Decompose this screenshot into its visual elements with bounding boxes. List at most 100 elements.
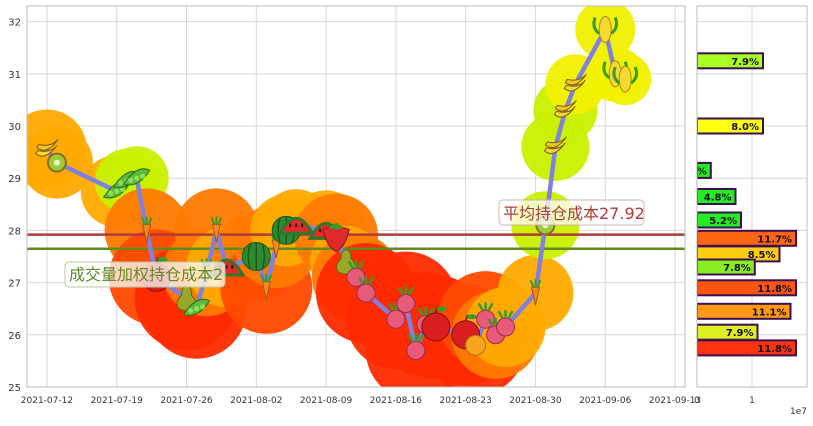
radish-icon	[356, 283, 376, 303]
kiwi-marker	[46, 152, 67, 173]
volume-profile-bar	[697, 258, 756, 276]
volume-profile-bar	[697, 339, 797, 357]
pea-pod-marker	[182, 298, 211, 316]
radish-leaves-icon	[477, 302, 494, 311]
y-tick-label: 28	[8, 226, 21, 237]
radish-icon	[386, 309, 406, 329]
side-x-tick-label: 1	[749, 396, 755, 406]
banana-icon	[554, 100, 577, 112]
volume-profile-label: 11.8%	[757, 284, 792, 295]
corn-marker	[612, 65, 639, 93]
corn-icon	[618, 65, 632, 93]
pea-icon	[108, 190, 114, 196]
y-tick-label: 32	[8, 18, 21, 29]
y-tick-label: 27	[8, 279, 21, 290]
apple-icon	[421, 312, 451, 342]
carrot-marker	[210, 216, 223, 243]
x-tick-label: 2021-08-02	[230, 396, 282, 406]
x-tick-label: 2021-08-16	[370, 396, 423, 406]
banana-icon	[35, 145, 58, 157]
side-x-tick-label: 0	[694, 396, 700, 406]
pea-icon	[194, 306, 199, 312]
apple-leaf-icon	[466, 314, 477, 320]
carrot-leaves-icon	[210, 216, 223, 225]
x-tick-label: 2021-07-19	[91, 396, 144, 406]
pea-icon	[128, 177, 134, 183]
y-tick-label: 29	[8, 174, 21, 185]
radish-marker	[356, 276, 376, 303]
volume-profile-label: 3.5%	[679, 166, 707, 177]
pear-icon	[336, 249, 356, 275]
radish-marker	[406, 333, 426, 360]
volume-profile-label: 5.2%	[709, 216, 737, 227]
carrot-marker	[140, 216, 153, 243]
banana-icon	[543, 142, 566, 155]
y-tick-label: 26	[8, 331, 21, 342]
corn-marker	[592, 16, 619, 43]
volume-profile-bars: 7.9% 8.0% 3.5% 4.8% 5.2% 11.7% 8.5% 7.8% 11.8% 11…	[679, 52, 797, 357]
pea-icon	[134, 175, 140, 181]
apple-leaf-icon	[157, 256, 168, 262]
y-tick-label: 30	[8, 122, 21, 133]
pea-icon	[200, 304, 205, 310]
avg-cost-label: 平均持仓成本27.92	[503, 204, 645, 223]
radish-icon	[396, 294, 416, 313]
x-tick-labels: 2021-07-12 2021-07-19 2021-07-26 2021-08-02…	[21, 396, 701, 406]
volume-profile-label: 11.8%	[757, 344, 792, 355]
banana-marker	[543, 136, 567, 155]
volume-profile-label: 7.9%	[726, 328, 754, 339]
watermelon-stripes-icon	[247, 242, 266, 271]
volume-profile-label: 7.8%	[723, 263, 751, 274]
strawberry-marker	[322, 222, 350, 253]
volume-profile-bar	[697, 302, 792, 320]
pea-pod-marker	[122, 168, 151, 186]
x-tick-label: 2021-07-12	[21, 396, 73, 406]
y-tick-label: 31	[8, 70, 21, 81]
volume-profile-label: 11.1%	[752, 307, 787, 318]
x-tick-label: 2021-08-09	[300, 396, 353, 406]
banana-marker	[553, 100, 577, 118]
volume-profile-bar	[697, 52, 764, 70]
banana-marker	[563, 73, 587, 92]
kiwi-icon	[53, 159, 60, 166]
apple-marker	[421, 306, 451, 342]
apple-leaf-icon	[436, 306, 447, 312]
strawberry-leaves-icon	[328, 222, 345, 230]
volume-profile-label: 7.9%	[731, 57, 759, 68]
volume-profile-bar	[697, 279, 797, 297]
watermelon-marker	[241, 242, 271, 271]
carrot-marker	[529, 279, 542, 306]
pear-marker	[336, 249, 356, 275]
radish-leaves-icon	[357, 276, 375, 285]
carrot-leaves-icon	[260, 273, 273, 283]
radish-leaves-icon	[407, 333, 424, 343]
radish-icon	[496, 317, 515, 337]
watermelon-seed-icon	[225, 265, 228, 269]
banana-icon	[564, 73, 587, 86]
banana-marker	[35, 139, 59, 157]
vwap-cost-label: 成交量加权持仓成本2	[69, 265, 223, 284]
radish-icon	[406, 341, 426, 360]
pea-icon	[114, 188, 120, 194]
side-plot-frame	[696, 5, 808, 388]
volume-profile-bar	[697, 188, 737, 205]
watermelon-seed-icon	[301, 223, 304, 228]
radish-leaves-icon	[347, 260, 365, 270]
x-tick-label: 2021-08-30	[509, 396, 562, 406]
avg-cost-label-box	[498, 199, 645, 226]
radish-leaves-icon	[497, 310, 514, 319]
x-tick-label: 2021-09-06	[579, 396, 632, 406]
corn-husk-icon	[592, 16, 619, 35]
side-offset-label: 1e7	[790, 407, 807, 417]
volume-profile-bar	[697, 211, 742, 229]
orange-marker	[465, 334, 487, 356]
x-tick-label: 2021-09-13	[649, 396, 701, 406]
pea-icon	[188, 308, 193, 314]
carrot-leaves-icon	[140, 216, 153, 225]
volume-profile-label: 11.7%	[757, 234, 792, 245]
carrot-leaves-icon	[529, 279, 542, 288]
banana-icon	[553, 106, 576, 118]
orange-icon	[465, 334, 487, 356]
banana-icon	[36, 139, 59, 151]
